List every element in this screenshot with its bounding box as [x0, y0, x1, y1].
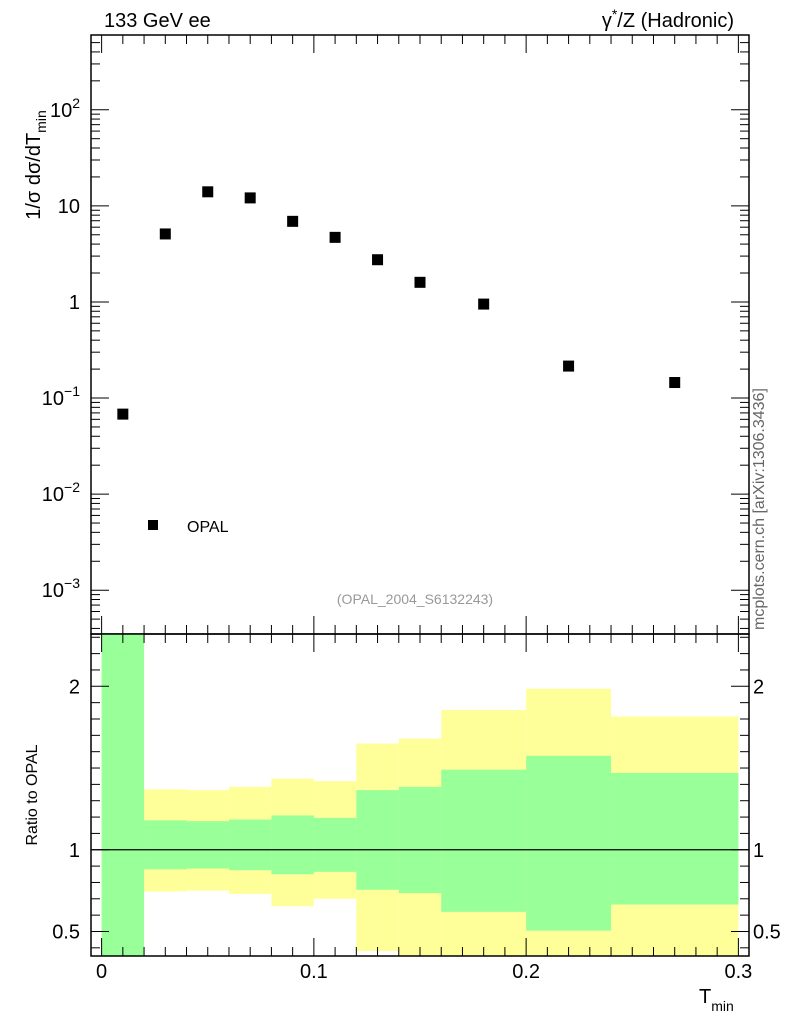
ratio-y-tick-label-right: 1 [753, 840, 764, 862]
ratio-stat-band [441, 769, 527, 912]
x-axis-label: Tmin [699, 986, 734, 1014]
ratio-y-ticks: 0.5 0.5 1 1 2 2 [52, 636, 781, 949]
ratio-stat-band [101, 634, 145, 956]
x-tick-label: 0.2 [512, 961, 540, 983]
ratio-y-axis-label: Ratio to OPAL [24, 744, 41, 845]
opal-data-point [287, 215, 299, 227]
ratio-stat-band [186, 821, 229, 869]
legend-marker [148, 520, 158, 530]
ratio-x-ticks: 0 0.1 0.2 0.3 [96, 634, 752, 983]
opal-data-point [117, 408, 129, 420]
mcplots-watermark: mcplots.cern.ch [arXiv:1306.3436] [751, 388, 768, 630]
main-y-tick-label: 10−1 [42, 383, 80, 410]
ratio-y-tick-label: 1 [69, 840, 80, 862]
legend-label: OPAL [187, 519, 229, 536]
ratio-stat-band [526, 755, 612, 931]
ratio-stat-band [611, 772, 739, 905]
main-y-tick-label: 10−2 [42, 479, 80, 506]
ratio-y-tick-label: 0.5 [52, 921, 80, 943]
opal-data-point [372, 254, 384, 266]
ratio-stat-band [144, 820, 187, 870]
ratio-stat-band [356, 790, 399, 890]
opal-data-point [414, 276, 426, 288]
main-plot-frame [90, 34, 750, 635]
ratio-stat-band [398, 786, 442, 894]
ratio-y-tick-label: 2 [69, 676, 80, 698]
x-tick-label: 0 [96, 961, 107, 983]
opal-data-point [478, 298, 490, 310]
main-y-ticks: 10−3 10−2 10−1 1 10 102 [42, 34, 749, 629]
header-right: γ*/Z (Hadronic) [602, 6, 734, 32]
ratio-panel: 0.5 0.5 1 1 2 2 0 0.1 0.2 0.3 Ratio to OPAL Tmin [24, 633, 781, 1014]
opal-data-point [329, 231, 341, 243]
analysis-id-label: (OPAL_2004_S6132243) [337, 591, 493, 607]
main-y-tick-label: 102 [50, 95, 80, 122]
ratio-bands [101, 634, 739, 956]
header-left: 133 GeV ee [104, 10, 211, 32]
ratio-y-tick-label-right: 2 [753, 676, 764, 698]
ratio-stat-band [313, 817, 357, 872]
main-x-ticks [101, 35, 739, 634]
opal-data-point [159, 228, 171, 240]
ratio-y-tick-label-right: 0.5 [753, 921, 781, 943]
opal-data-point [244, 192, 256, 204]
opal-data-point [563, 360, 575, 372]
ratio-stat-band [271, 815, 314, 875]
main-y-tick-label: 1 [69, 292, 80, 314]
opal-data-point [202, 186, 214, 198]
opal-data-points [117, 186, 681, 420]
ratio-stat-band [228, 819, 272, 871]
main-y-tick-label: 10−3 [42, 575, 80, 602]
main-y-tick-label: 10 [58, 196, 80, 218]
x-tick-label: 0.1 [300, 961, 328, 983]
x-tick-label: 0.3 [724, 961, 752, 983]
main-y-axis-label: 1/σ dσ/dTmin [23, 110, 49, 220]
opal-data-point [669, 377, 681, 389]
